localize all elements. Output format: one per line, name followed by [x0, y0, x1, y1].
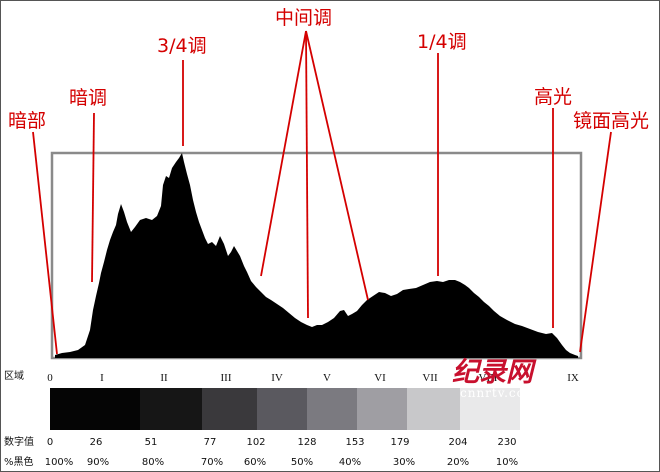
digital-value-label: 数字值	[4, 435, 34, 448]
zone-label: IX	[567, 372, 579, 384]
zone-label: II	[160, 372, 168, 384]
digital-value: 230	[497, 437, 516, 448]
swatch	[202, 388, 257, 430]
black-percent: 70%	[201, 457, 223, 468]
zone-label: 0	[47, 372, 53, 384]
swatch	[307, 388, 357, 430]
swatch	[407, 388, 460, 430]
digital-value: 0	[47, 437, 53, 448]
black-percent: 100%	[45, 457, 74, 468]
black-percent-label: %黑色	[4, 455, 34, 468]
black-percent: 50%	[291, 457, 313, 468]
label-shadow: 暗调	[69, 87, 107, 109]
zone-label: I	[100, 372, 104, 384]
swatch	[357, 388, 407, 430]
digital-value: 51	[145, 437, 158, 448]
swatch	[460, 388, 520, 430]
annotation-lines	[32, 30, 612, 355]
swatch	[257, 388, 307, 430]
digital-values: 0 26 51 77 102 128 153 179 204 230	[47, 437, 517, 448]
label-quarter: 1/4调	[417, 31, 467, 53]
zone-label: VIII	[479, 372, 498, 384]
zone-label: IV	[271, 372, 283, 384]
digital-value: 26	[90, 437, 103, 448]
digital-value: 128	[297, 437, 316, 448]
label-highlight: 高光	[534, 86, 572, 108]
digital-value: 102	[246, 437, 265, 448]
zones-label: 区域	[4, 369, 24, 382]
zone-label: III	[221, 372, 232, 384]
swatch	[520, 388, 582, 430]
black-percent: 40%	[339, 457, 361, 468]
zone-label: VI	[374, 372, 386, 384]
label-midtone: 中间调	[275, 7, 332, 29]
black-percent: 80%	[142, 457, 164, 468]
black-percent: 30%	[393, 457, 415, 468]
black-percent: 90%	[87, 457, 109, 468]
zone-label: V	[323, 372, 331, 384]
black-percents: 100% 90% 80% 70% 60% 50% 40% 30% 20% 10%	[45, 457, 518, 468]
watermark-url: cnnrtv.com	[460, 386, 537, 400]
black-percent: 60%	[244, 457, 266, 468]
black-percent: 20%	[447, 457, 469, 468]
watermark-logo: 纪录网 cnnrtv.com	[452, 357, 537, 400]
digital-value: 204	[448, 437, 467, 448]
zone-label: VII	[422, 372, 438, 384]
zone-labels: 0 I II III IV V VI VII VIII IX	[47, 372, 579, 384]
label-specular: 镜面高光	[573, 110, 649, 132]
swatch	[50, 388, 140, 430]
digital-value: 77	[204, 437, 217, 448]
histogram-shape	[55, 153, 578, 358]
digital-value: 153	[345, 437, 364, 448]
swatch	[140, 388, 202, 430]
label-dark: 暗部	[8, 110, 46, 132]
watermark-title: 纪录网	[452, 357, 537, 388]
black-percent: 10%	[496, 457, 518, 468]
grayscale-swatch-band	[50, 388, 582, 430]
label-three-quarter: 3/4调	[157, 35, 207, 57]
digital-value: 179	[390, 437, 409, 448]
